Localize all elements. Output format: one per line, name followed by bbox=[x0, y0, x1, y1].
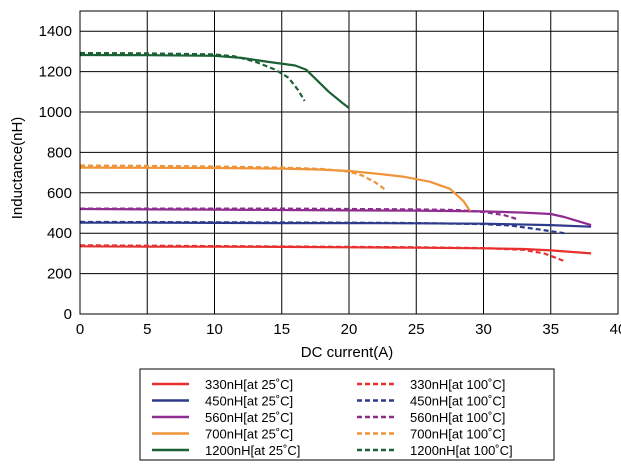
series-layer bbox=[79, 51, 592, 263]
series-line-5 bbox=[79, 244, 565, 263]
x-tick-label: 20 bbox=[341, 321, 358, 338]
y-tick-label: 600 bbox=[47, 185, 72, 202]
legend-label-1: 450nH[at 25˚C] bbox=[205, 394, 293, 409]
y-tick-label: 200 bbox=[47, 266, 72, 283]
y-tick-label: 400 bbox=[47, 225, 72, 242]
x-axis-ticks: 0 5 10 15 20 25 30 35 40 bbox=[76, 321, 621, 338]
y-tick-label: 1400 bbox=[39, 23, 72, 40]
legend-label-7: 560nH[at 100˚C] bbox=[410, 410, 505, 425]
legend-label-2: 560nH[at 25˚C] bbox=[205, 410, 293, 425]
x-tick-label: 15 bbox=[273, 321, 290, 338]
series-line-8 bbox=[79, 164, 388, 192]
y-axis-ticks: 0 200 400 600 800 1000 1200 1400 bbox=[39, 23, 72, 323]
series-line-7 bbox=[80, 207, 518, 221]
x-tick-label: 0 bbox=[76, 321, 84, 338]
legend-label-0: 330nH[at 25˚C] bbox=[205, 377, 293, 392]
x-tick-label: 5 bbox=[143, 321, 151, 338]
y-axis-label: Inductance(nH) bbox=[9, 117, 26, 220]
plot-frame bbox=[79, 10, 619, 315]
series-line-4 bbox=[79, 53, 350, 109]
legend-label-9: 1200nH[at 100˚C] bbox=[410, 443, 513, 458]
x-tick-label: 25 bbox=[408, 321, 425, 338]
series-line-9 bbox=[79, 51, 306, 102]
legend-label-3: 700nH[at 25˚C] bbox=[205, 427, 293, 442]
legend-box bbox=[139, 368, 555, 461]
grid bbox=[79, 11, 619, 315]
legend-label-8: 700nH[at 100˚C] bbox=[410, 427, 505, 442]
y-tick-label: 1000 bbox=[39, 104, 72, 121]
y-tick-label: 800 bbox=[47, 144, 72, 161]
x-tick-label: 35 bbox=[542, 321, 559, 338]
y-tick-label: 0 bbox=[64, 306, 72, 323]
x-tick-label: 10 bbox=[206, 321, 223, 338]
legend-label-5: 330nH[at 100˚C] bbox=[410, 377, 505, 392]
y-tick-label: 1200 bbox=[39, 64, 72, 81]
x-tick-label: 30 bbox=[475, 321, 492, 338]
x-axis-label: DC current(A) bbox=[301, 344, 394, 361]
series-line-3 bbox=[79, 166, 472, 212]
legend: 330nH[at 25˚C] 450nH[at 25˚C]560nH[at 25˚… bbox=[139, 368, 555, 461]
x-tick-label: 40 bbox=[610, 321, 621, 338]
legend-label-6: 450nH[at 100˚C] bbox=[410, 394, 505, 409]
legend-label-4: 1200nH[at 25˚C] bbox=[205, 443, 300, 458]
series-line-6 bbox=[79, 220, 565, 235]
